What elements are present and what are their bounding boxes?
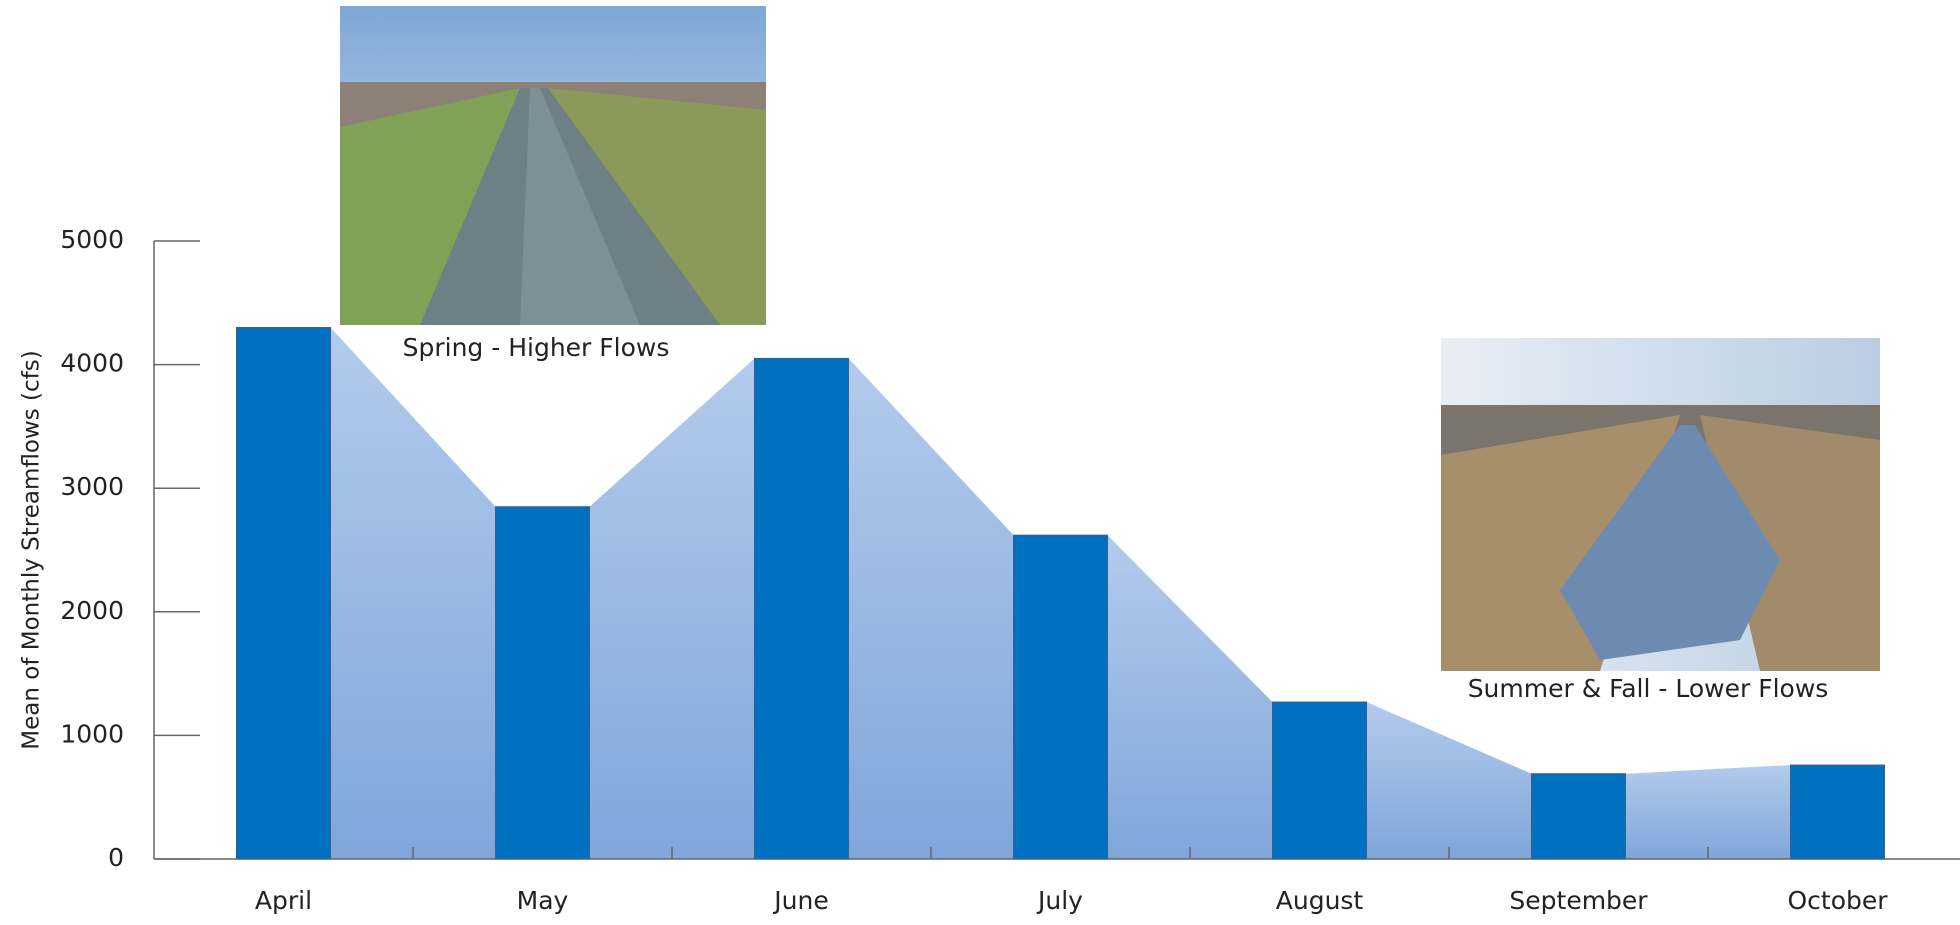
area (848, 358, 1014, 859)
area (1625, 765, 1791, 859)
x-tick-label: May (517, 886, 569, 915)
y-tick-label: 3000 (60, 472, 124, 501)
summer-photo (1441, 338, 1880, 671)
bar (495, 506, 590, 860)
bar (1790, 764, 1885, 860)
bar (754, 357, 849, 860)
area (1107, 535, 1273, 859)
bar (1013, 534, 1108, 860)
bar (1531, 773, 1626, 860)
area (1366, 702, 1532, 859)
y-tick-label: 2000 (60, 596, 124, 625)
y-tick-label: 0 (108, 843, 124, 872)
y-tick-label: 5000 (60, 225, 124, 254)
y-tick-label: 1000 (60, 719, 124, 748)
x-tick-label: August (1276, 886, 1364, 915)
y-tick-label: 4000 (60, 349, 124, 378)
annotation: Spring - Higher Flows (403, 333, 670, 362)
x-tick-label: September (1509, 886, 1648, 915)
area (330, 327, 496, 859)
x-tick-label: October (1787, 886, 1888, 915)
x-tick-label: June (772, 886, 828, 915)
annotation: Summer & Fall - Lower Flows (1468, 674, 1829, 703)
spring-photo (340, 6, 766, 325)
plot-area: 0 1000 2000 3000 4000 5000 April May June July Aug… (60, 225, 1960, 915)
area (589, 358, 755, 859)
y-axis-label: Mean of Monthly Streamflows (cfs) (19, 350, 45, 749)
x-tick-label: July (1036, 886, 1083, 915)
bar (236, 327, 331, 860)
bar (1272, 701, 1367, 860)
x-tick-label: April (255, 886, 312, 915)
